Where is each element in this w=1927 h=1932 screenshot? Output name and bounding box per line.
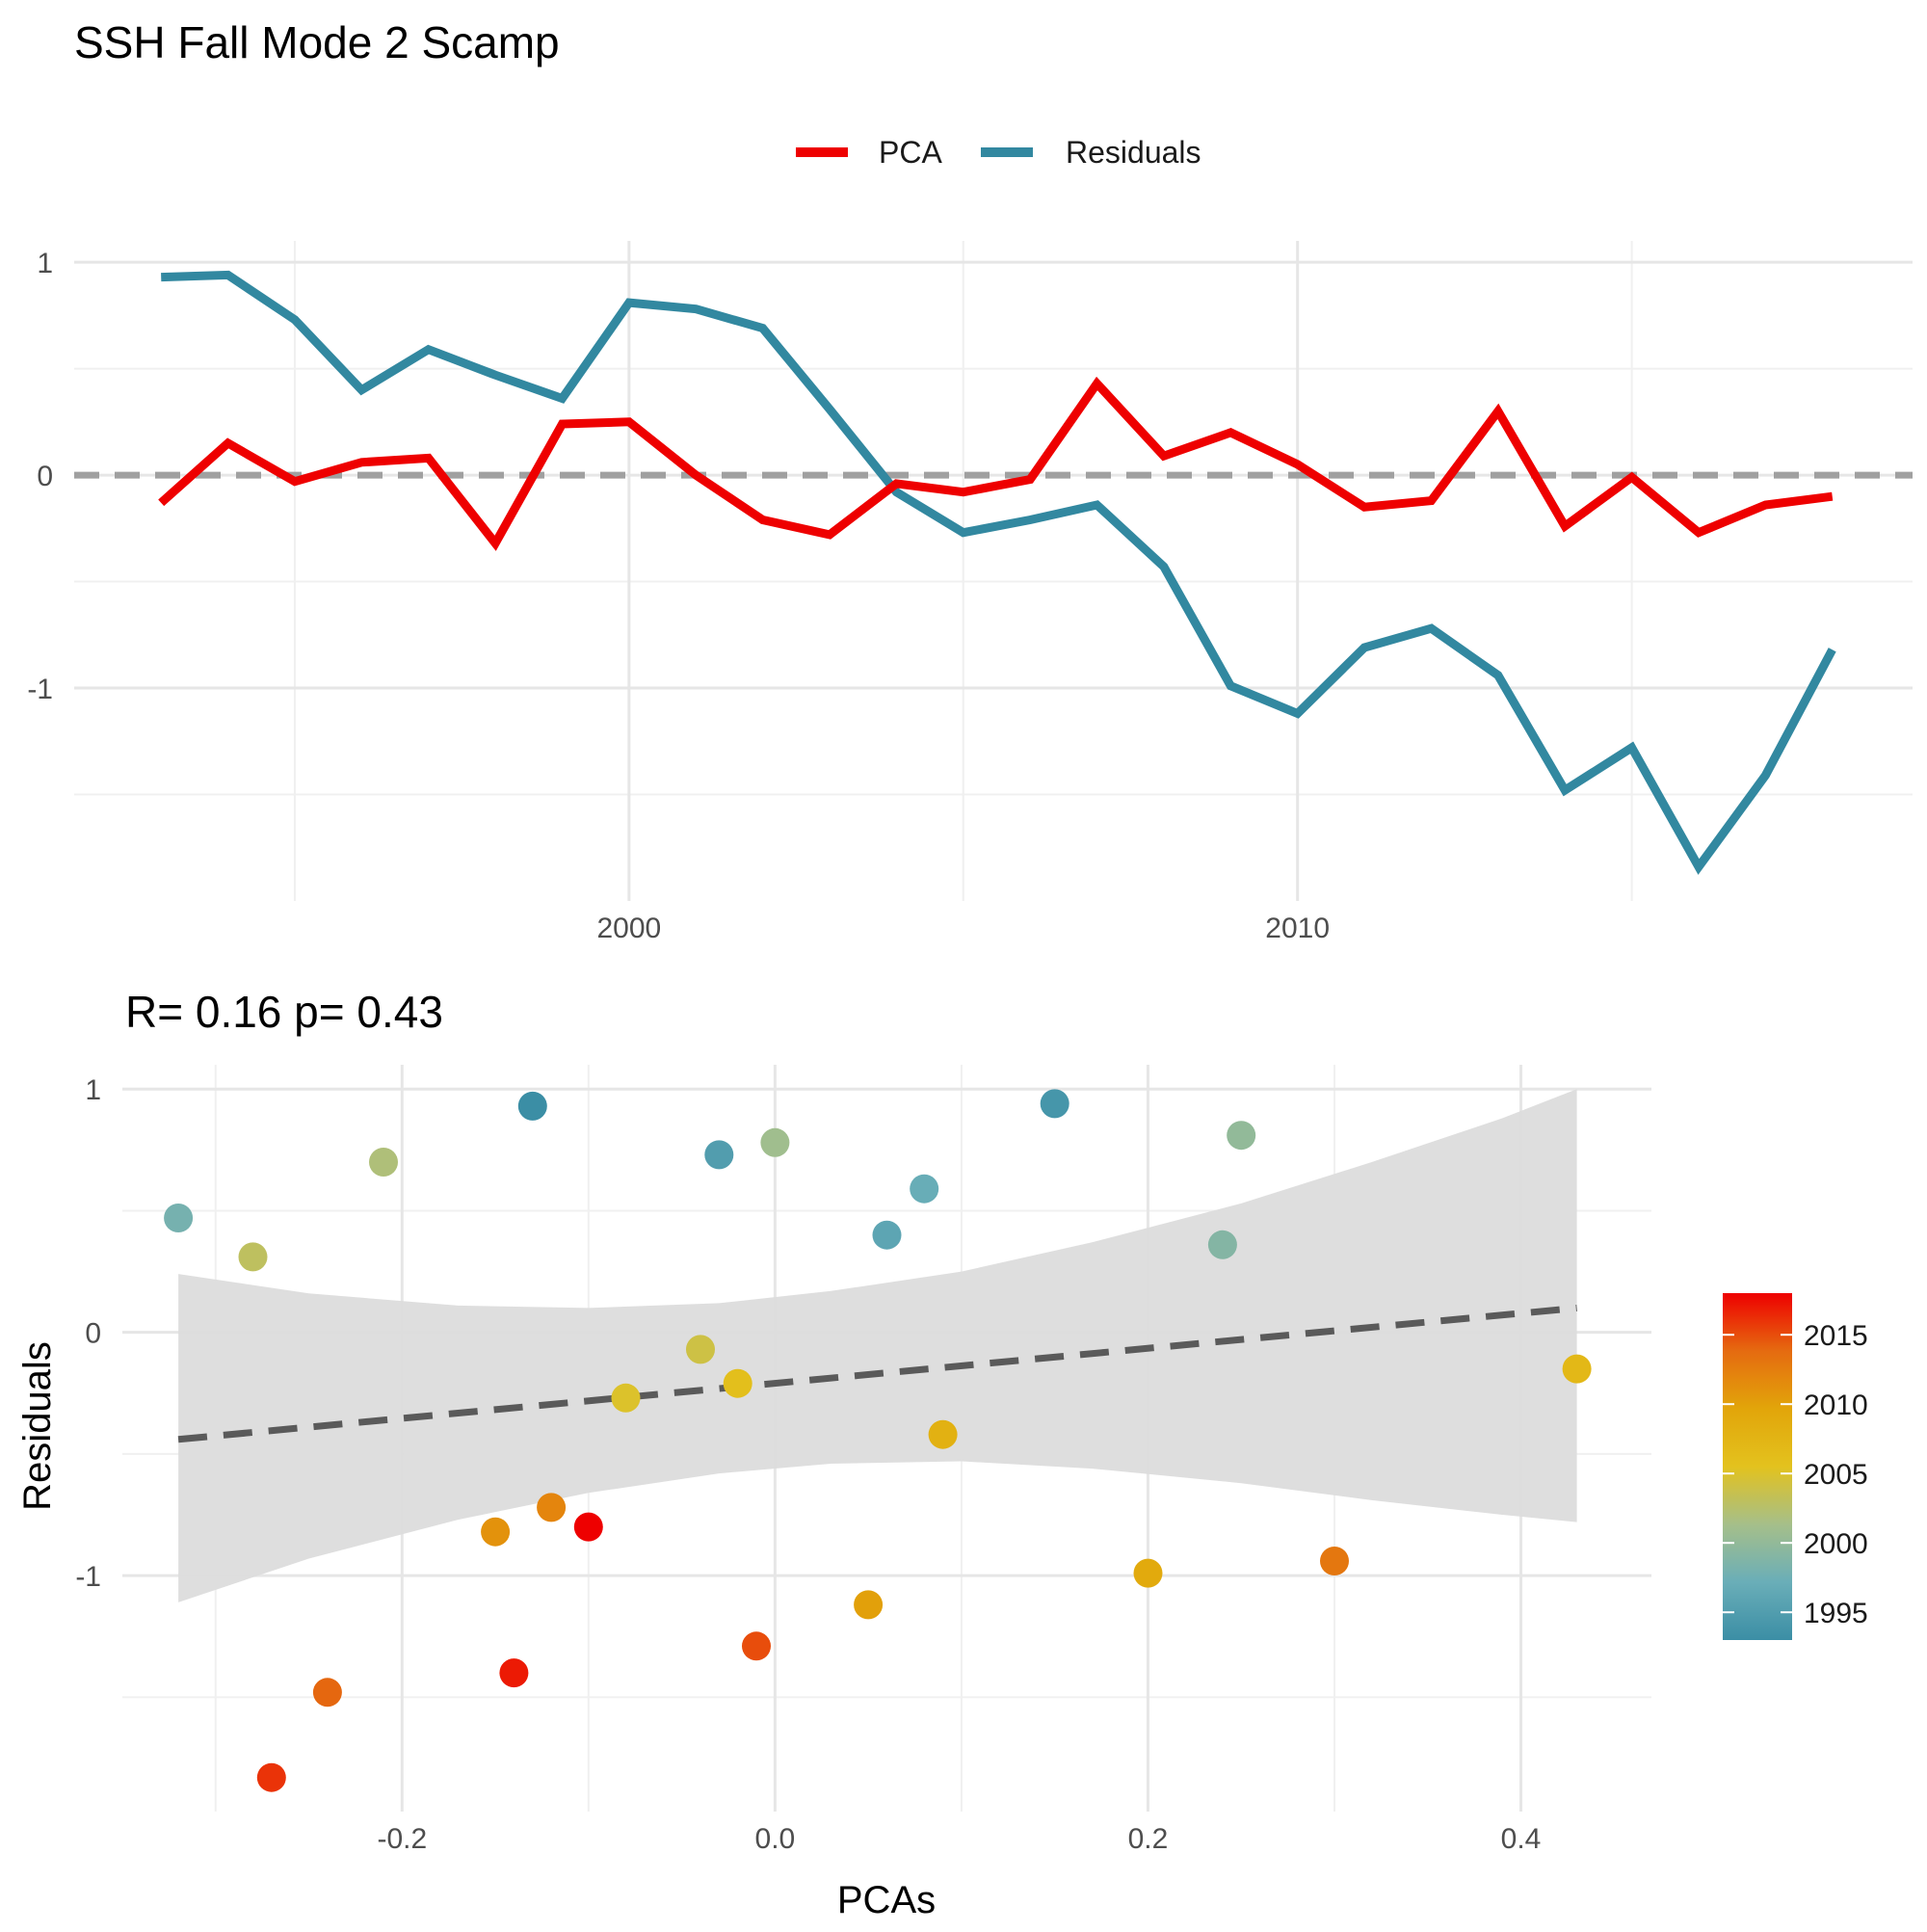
scatter-point-2012 (537, 1493, 567, 1522)
scatter-plot: 1 0 -1 -0.2 0.0 0.2 0.4 (75, 1065, 1651, 1855)
y-tick-label: 1 (85, 1074, 101, 1106)
scatter-point-2011 (481, 1517, 511, 1547)
scatter-point-2016 (256, 1762, 286, 1792)
scatter-point-2004 (686, 1335, 715, 1364)
colorbar-tick-label: 2005 (1804, 1459, 1868, 1491)
legend-label-residuals: Residuals (1066, 135, 1201, 170)
x-tick-label: 0.4 (1501, 1823, 1542, 1855)
scatter-point-1996 (872, 1220, 902, 1250)
scatter-point-1997 (910, 1174, 939, 1204)
scatter-point-1993 (517, 1091, 547, 1121)
scatter-point-1995 (704, 1140, 734, 1170)
y-tick-label: 1 (37, 248, 53, 279)
scatter-point-2005 (611, 1383, 641, 1413)
colorbar-tick-label: 1995 (1804, 1598, 1868, 1629)
scatter-point-2003 (238, 1242, 268, 1272)
legend: PCA Residuals (796, 135, 1201, 170)
scatter-point-2001 (760, 1127, 790, 1157)
x-tick-label: 2010 (1265, 913, 1330, 944)
scatter-point-2013 (1320, 1547, 1349, 1575)
legend-label-pca: PCA (879, 135, 942, 170)
figure-title: SSH Fall Mode 2 Scamp (74, 17, 560, 67)
scatter-point-2008 (928, 1419, 958, 1449)
y-tick-label: 0 (37, 461, 53, 492)
colorbar-tick-label: 2010 (1804, 1389, 1868, 1421)
scatter-point-2014 (312, 1678, 342, 1707)
colorbar-bar (1723, 1293, 1792, 1640)
scatter-point-1998 (164, 1204, 194, 1232)
x-tick-label: 2000 (596, 913, 661, 944)
y-tick-label: 0 (85, 1318, 101, 1350)
x-tick-label: -0.2 (377, 1823, 427, 1855)
x-tick-label: 0.0 (755, 1823, 796, 1855)
y-tick-label: -1 (27, 674, 53, 705)
confidence-band (178, 1089, 1577, 1602)
scatter-point-2015 (742, 1631, 771, 1661)
series-line-pca (158, 376, 1834, 551)
colorbar-tick-label: 2000 (1804, 1528, 1868, 1560)
regression-line (177, 1304, 1577, 1443)
scatter-point-2002 (369, 1148, 398, 1177)
scatter-point-2018 (573, 1512, 603, 1542)
scatter-y-axis-title: Residuals (16, 1341, 59, 1511)
scatter-point-2009 (1133, 1558, 1163, 1588)
scatter-point-2010 (854, 1590, 884, 1620)
scatter-point-1999 (1207, 1230, 1237, 1259)
scatter-title: R= 0.16 p= 0.43 (125, 987, 443, 1037)
scatter-point-2000 (1227, 1121, 1256, 1151)
series-line-residuals (161, 270, 1836, 875)
y-tick-label: -1 (75, 1561, 101, 1593)
colorbar: 2015 2010 2005 2000 1995 (1723, 1293, 1868, 1640)
scatter-x-axis-title: PCAs (837, 1879, 936, 1921)
scatter-point-2006 (723, 1368, 752, 1398)
time-series-plot: 1 0 -1 2000 2010 (27, 241, 1913, 944)
colorbar-tick-label: 2015 (1804, 1320, 1868, 1352)
scatter-point-1994 (1040, 1089, 1069, 1119)
x-tick-label: 0.2 (1128, 1823, 1169, 1855)
scatter-point-2017 (499, 1658, 529, 1688)
scatter-point-2007 (1562, 1354, 1592, 1384)
